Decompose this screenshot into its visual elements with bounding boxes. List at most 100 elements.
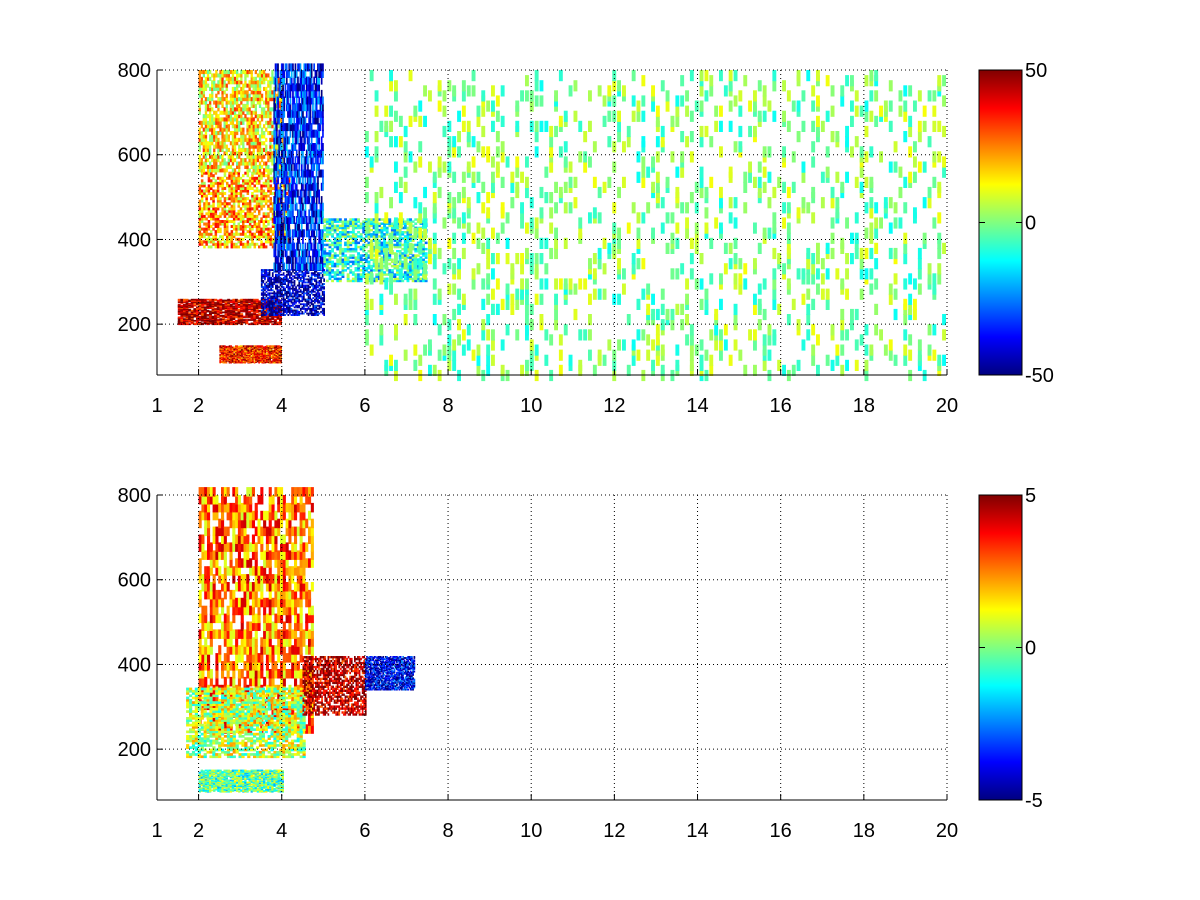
heatmap-cell [281,284,283,287]
heatmap-cell [223,225,227,228]
heatmap-cell [236,117,239,122]
heatmap-cell [290,149,293,158]
heatmap-cell [212,235,215,239]
heatmap-cell [241,348,243,350]
heatmap-cell [210,212,213,216]
heatmap-cell [219,70,222,75]
heatmap-cell [200,189,204,193]
heatmap-cell [248,83,251,88]
heatmap-cell [246,70,249,75]
heatmap-cell [292,182,294,191]
heatmap-cell [253,194,256,198]
heatmap-cell [298,149,301,158]
heatmap-cell [212,222,215,226]
heatmap-cell [242,227,245,231]
heatmap-cell [227,307,231,309]
heatmap-cell [317,301,319,304]
heatmap-cell [239,197,243,201]
heatmap-cell [279,83,282,92]
heatmap-cell [318,76,320,85]
heatmap-cell [251,197,254,201]
heatmap-cell [267,164,270,169]
heatmap-cell [263,110,266,115]
heatmap-cell [235,358,237,361]
heatmap-cell [297,229,299,238]
heatmap-cell [271,303,274,306]
heatmap-cell [228,189,231,193]
heatmap-cell [253,349,256,352]
heatmap-cell [271,212,275,216]
heatmap-cell [258,93,262,98]
heatmap-cell [204,107,208,112]
heatmap-cell [273,76,276,85]
heatmap-cell [216,207,220,211]
heatmap-cell [289,209,292,218]
heatmap-cell [278,129,281,138]
heatmap-cell [310,289,313,292]
heatmap-cell [198,164,201,169]
heatmap-cell [284,278,286,281]
heatmap-cell [285,96,288,105]
heatmap-cell [275,136,278,145]
heatmap-cell [202,137,205,142]
heatmap-cell [279,76,282,85]
heatmap-cell [240,86,243,91]
heatmap-cell [235,242,238,246]
heatmap-cell [279,304,282,307]
heatmap-cell [289,249,292,258]
heatmap-cell [299,270,302,273]
heatmap-cell [200,83,203,88]
heatmap-cell [264,286,266,289]
heatmap-cell [253,232,256,236]
heatmap-cell [211,137,214,142]
heatmap-cell [260,107,264,112]
heatmap-cell [246,184,250,188]
heatmap-cell [235,304,238,307]
heatmap-cell [216,310,220,313]
heatmap-cell [236,90,239,95]
heatmap-cell [203,317,207,320]
heatmap-cell [248,86,251,91]
heatmap-cell [318,304,321,307]
heatmap-cell [270,297,272,299]
heatmap-cell [260,134,264,139]
heatmap-cell [224,345,226,348]
heatmap-cell [298,156,301,165]
heatmap-cell [238,161,241,166]
heatmap-cell [231,141,235,146]
heatmap-cell [278,295,280,298]
heatmap-cell [206,309,210,312]
heatmap-cell [276,280,279,282]
heatmap-cell [264,306,266,309]
heatmap-cell [307,83,309,92]
heatmap-cell [248,124,251,129]
heatmap-cell [309,109,312,118]
heatmap-cell [314,293,316,296]
heatmap-cell [253,222,256,226]
heatmap-cell [223,192,227,195]
heatmap-cell [288,262,291,271]
heatmap-cell [209,304,212,307]
heatmap-cell [177,298,181,301]
heatmap-cell [225,144,228,149]
heatmap-cell [225,83,228,88]
heatmap-cell [221,192,224,195]
heatmap-cell [283,103,286,112]
heatmap-cell [281,144,284,149]
heatmap-cell [219,141,222,146]
heatmap-cell [254,86,257,91]
heatmap-cell [320,242,323,251]
heatmap-cell [198,237,202,241]
heatmap-cell [285,209,288,213]
heatmap-cell [237,315,241,318]
heatmap-cell [256,158,260,163]
heatmap-cell [233,127,237,132]
heatmap-cell [225,73,228,78]
heatmap-cell [241,361,243,363]
heatmap-cell [268,314,271,316]
heatmap-cell [292,262,294,271]
heatmap-cell [271,272,274,275]
heatmap-cell [315,287,318,290]
heatmap-cell [298,300,301,303]
heatmap-cell [303,303,305,306]
